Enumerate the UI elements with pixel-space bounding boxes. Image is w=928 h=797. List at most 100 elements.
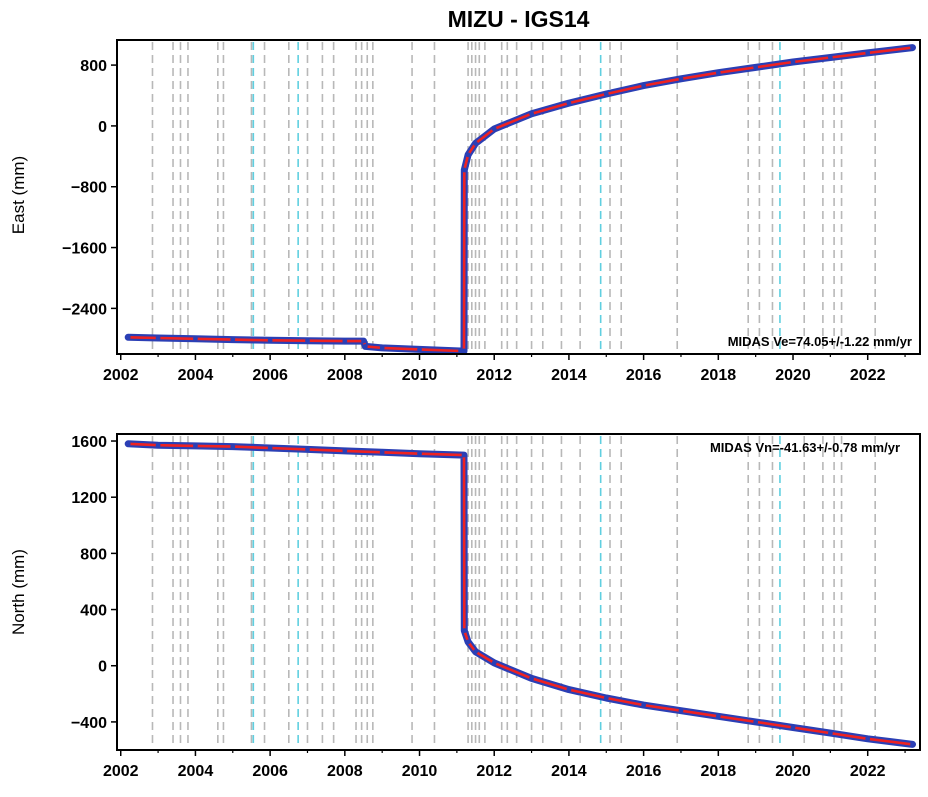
velocity-annotation: MIDAS Vn=-41.63+/-0.78 mm/yr bbox=[710, 440, 900, 455]
x-tick-label: 2014 bbox=[551, 763, 587, 780]
y-axis-label: North (mm) bbox=[9, 549, 28, 635]
data-point bbox=[461, 452, 467, 458]
data-point bbox=[566, 687, 572, 693]
y-axis-label: East (mm) bbox=[9, 156, 28, 234]
data-point bbox=[461, 348, 467, 354]
x-tick-label: 2016 bbox=[626, 763, 662, 780]
data-point bbox=[566, 100, 572, 106]
y-tick-label: 400 bbox=[80, 603, 107, 620]
data-point bbox=[753, 64, 759, 70]
y-tick-label: 0 bbox=[98, 659, 107, 676]
data-point bbox=[753, 719, 759, 725]
x-tick-label: 2020 bbox=[775, 763, 811, 780]
y-tick-label: −1600 bbox=[62, 241, 107, 258]
data-point bbox=[465, 152, 471, 158]
data-point bbox=[125, 441, 131, 447]
data-point bbox=[461, 628, 467, 634]
data-point bbox=[155, 335, 161, 341]
chart-title: MIZU - IGS14 bbox=[448, 6, 590, 32]
data-point bbox=[715, 713, 721, 719]
x-tick-label: 2012 bbox=[476, 763, 512, 780]
data-points-series-1 bbox=[124, 440, 916, 748]
y-tick-label: −400 bbox=[71, 715, 107, 732]
x-tick-label: 2002 bbox=[103, 367, 139, 384]
data-point bbox=[155, 442, 161, 448]
y-tick-label: 0 bbox=[98, 119, 107, 136]
data-point bbox=[458, 348, 464, 354]
x-tick-label: 2022 bbox=[850, 763, 886, 780]
x-tick-label: 2010 bbox=[402, 367, 438, 384]
velocity-annotation: MIDAS Ve=74.05+/-1.22 mm/yr bbox=[728, 334, 912, 349]
y-tick-label: 1600 bbox=[71, 434, 107, 451]
y-tick-label: 1200 bbox=[71, 490, 107, 507]
data-point bbox=[790, 59, 796, 65]
x-tick-label: 2006 bbox=[252, 763, 288, 780]
data-point bbox=[491, 126, 497, 132]
data-point bbox=[603, 91, 609, 97]
data-point bbox=[865, 50, 871, 56]
data-point bbox=[491, 660, 497, 666]
x-tick-label: 2008 bbox=[327, 763, 363, 780]
data-points-series-1 bbox=[124, 44, 916, 355]
y-tick-label: 800 bbox=[80, 58, 107, 75]
data-point bbox=[230, 337, 236, 342]
x-tick-label: 2004 bbox=[178, 367, 214, 384]
data-point bbox=[342, 338, 348, 344]
data-point bbox=[379, 345, 385, 351]
x-tick-label: 2016 bbox=[626, 367, 662, 384]
data-point bbox=[342, 448, 348, 454]
plot-frame bbox=[116, 39, 921, 355]
data-point bbox=[125, 334, 131, 340]
data-point bbox=[267, 337, 273, 343]
data-point bbox=[473, 649, 478, 655]
data-point bbox=[910, 741, 915, 747]
data-point bbox=[305, 447, 310, 452]
y-tick-label: −2400 bbox=[62, 301, 107, 318]
data-point bbox=[379, 449, 385, 455]
data-point bbox=[910, 45, 915, 51]
x-tick-label: 2004 bbox=[178, 763, 214, 780]
x-tick-label: 2012 bbox=[476, 367, 512, 384]
data-point bbox=[362, 343, 368, 349]
y-tick-label: 800 bbox=[80, 546, 107, 563]
x-tick-label: 2008 bbox=[327, 367, 363, 384]
data-point bbox=[461, 167, 467, 173]
x-tick-label: 2018 bbox=[701, 763, 737, 780]
x-tick-label: 2022 bbox=[850, 367, 886, 384]
x-tick-label: 2010 bbox=[402, 763, 438, 780]
plot-frame bbox=[116, 433, 921, 751]
data-point bbox=[361, 338, 366, 344]
data-point bbox=[417, 451, 422, 457]
data-point bbox=[193, 336, 198, 342]
data-point bbox=[715, 70, 721, 76]
x-tick-label: 2014 bbox=[551, 367, 587, 384]
x-tick-label: 2018 bbox=[701, 367, 737, 384]
data-point bbox=[678, 708, 684, 714]
data-point bbox=[603, 695, 609, 701]
model-line-series-1 bbox=[128, 46, 913, 353]
data-point bbox=[473, 140, 478, 146]
data-point bbox=[305, 338, 310, 344]
data-point bbox=[230, 444, 236, 450]
chart-panel-2: 2002 2004 2006 2008 2010 2012 2014 2016 2018 2020… bbox=[9, 433, 921, 780]
data-point bbox=[193, 443, 198, 449]
x-tick-label: 2002 bbox=[103, 763, 139, 780]
data-point bbox=[529, 675, 534, 681]
x-tick-label: 2020 bbox=[775, 367, 811, 384]
data-point bbox=[641, 83, 647, 89]
data-point bbox=[678, 76, 684, 82]
data-point bbox=[529, 111, 534, 117]
data-point bbox=[827, 730, 833, 736]
data-point bbox=[790, 725, 796, 730]
data-point bbox=[267, 445, 273, 451]
data-point bbox=[417, 347, 422, 352]
data-point bbox=[641, 702, 647, 708]
data-point bbox=[865, 736, 871, 742]
data-point bbox=[827, 55, 833, 60]
x-tick-label: 2006 bbox=[252, 367, 288, 384]
y-tick-label: −800 bbox=[71, 180, 107, 197]
model-line-series-1 bbox=[128, 442, 913, 746]
data-point bbox=[465, 639, 471, 645]
